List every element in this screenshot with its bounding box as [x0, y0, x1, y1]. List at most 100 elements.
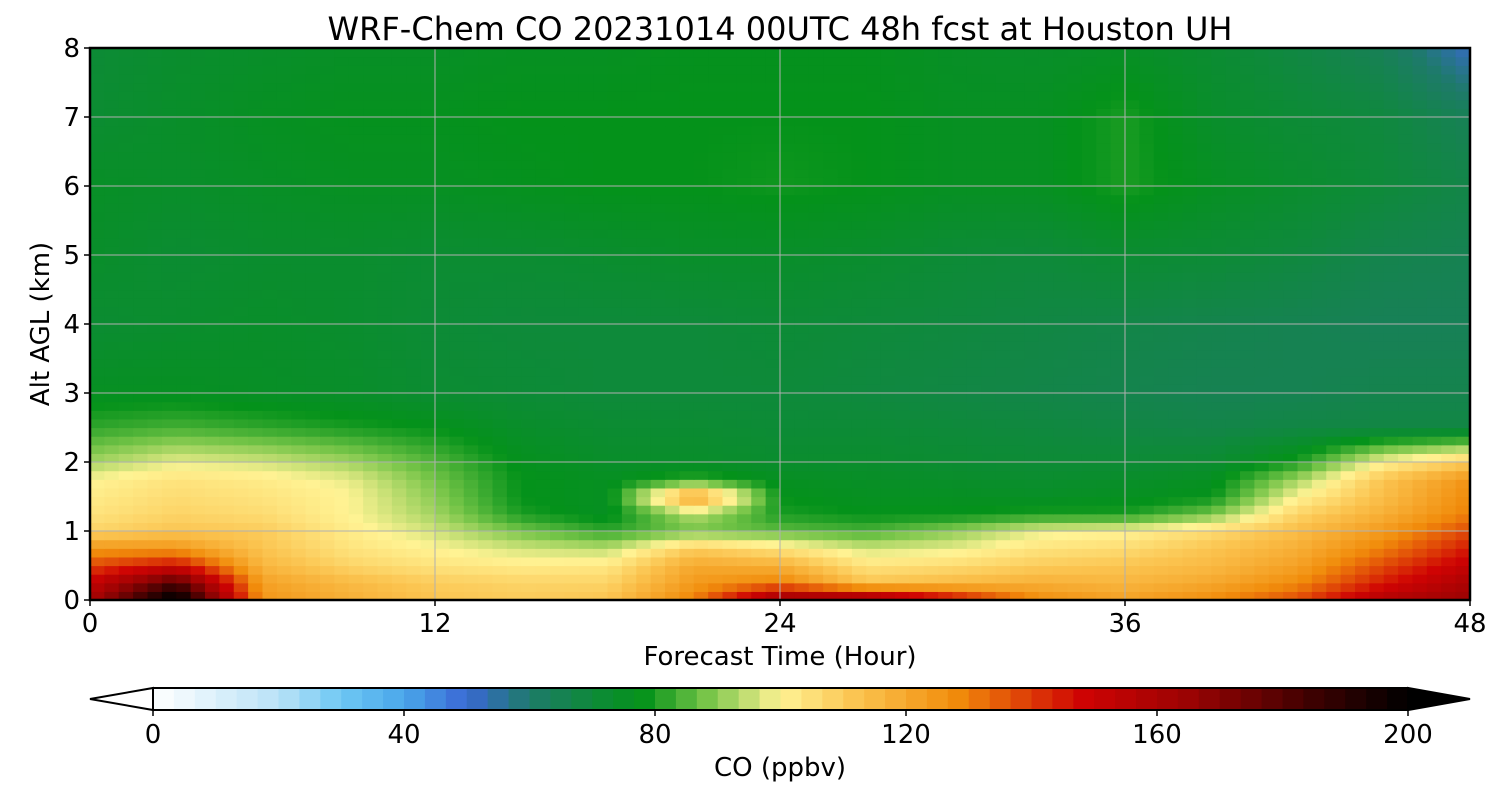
- heatmap-cell: [1038, 462, 1054, 472]
- heatmap-cell: [334, 539, 350, 549]
- heatmap-cell: [363, 591, 379, 601]
- heatmap-cell: [679, 367, 695, 377]
- heatmap-cell: [334, 574, 350, 584]
- heatmap-cell: [1441, 349, 1457, 360]
- heatmap-cell: [435, 289, 450, 299]
- heatmap-cell: [1110, 427, 1126, 437]
- heatmap-cell: [305, 272, 321, 282]
- heatmap-cell: [909, 384, 925, 394]
- heatmap-cell: [248, 358, 264, 368]
- heatmap-cell: [1426, 186, 1442, 196]
- heatmap-cell: [1196, 160, 1212, 170]
- heatmap-cell: [118, 384, 134, 394]
- heatmap-cell: [995, 462, 1011, 472]
- heatmap-cell: [550, 453, 565, 463]
- heatmap-cell: [952, 453, 968, 463]
- heatmap-cell: [90, 246, 105, 256]
- heatmap-cell: [823, 324, 839, 334]
- heatmap-cell: [909, 539, 925, 549]
- heatmap-cell: [851, 470, 867, 480]
- heatmap-cell: [808, 255, 824, 265]
- heatmap-cell: [219, 393, 235, 403]
- heatmap-cell: [593, 315, 609, 325]
- heatmap-cell: [435, 436, 450, 446]
- heatmap-cell: [1355, 453, 1370, 463]
- heatmap-cell: [1139, 211, 1155, 222]
- heatmap-cell: [1297, 272, 1313, 282]
- heatmap-cell: [463, 298, 479, 308]
- heatmap-cell: [449, 289, 465, 299]
- heatmap-cell: [1096, 211, 1112, 222]
- heatmap-cell: [866, 168, 882, 178]
- heatmap-cell: [1268, 401, 1284, 411]
- heatmap-cell: [1455, 349, 1471, 360]
- heatmap-cell: [550, 237, 565, 247]
- heatmap-cell: [1369, 367, 1385, 377]
- heatmap-cell: [1412, 177, 1428, 187]
- heatmap-cell: [981, 168, 997, 178]
- heatmap-cell: [506, 160, 522, 170]
- heatmap-cell: [981, 513, 997, 523]
- heatmap-cell: [1139, 591, 1155, 601]
- heatmap-cell: [1268, 539, 1284, 549]
- heatmap-cell: [765, 505, 781, 515]
- heatmap-cell: [535, 591, 551, 601]
- heatmap-cell: [708, 160, 724, 170]
- heatmap-cell: [981, 427, 997, 437]
- heatmap-cell: [1412, 168, 1428, 178]
- heatmap-cell: [665, 548, 680, 558]
- heatmap-cell: [621, 367, 637, 377]
- heatmap-cell: [564, 462, 580, 472]
- heatmap-cell: [794, 436, 810, 446]
- heatmap-cell: [118, 401, 134, 411]
- heatmap-cell: [693, 177, 709, 187]
- heatmap-cell: [923, 211, 939, 222]
- heatmap-cell: [1211, 160, 1227, 170]
- heatmap-cell: [981, 315, 997, 325]
- heatmap-cell: [1010, 539, 1025, 549]
- heatmap-cell: [1426, 548, 1442, 558]
- heatmap-cell: [895, 574, 910, 584]
- heatmap-cell: [320, 418, 335, 429]
- heatmap-cell: [391, 332, 407, 342]
- heatmap-cell: [1125, 505, 1140, 515]
- heatmap-cell: [981, 556, 997, 567]
- heatmap-cell: [780, 229, 795, 239]
- heatmap-cell: [837, 306, 853, 316]
- heatmap-cell: [593, 574, 609, 584]
- heatmap-cell: [190, 401, 206, 411]
- heatmap-cell: [133, 522, 149, 532]
- heatmap-cell: [1369, 582, 1385, 592]
- heatmap-cell: [981, 194, 997, 204]
- heatmap-cell: [1182, 496, 1198, 506]
- heatmap-cell: [636, 298, 652, 308]
- heatmap-cell: [1196, 220, 1212, 230]
- heatmap-cell: [161, 436, 177, 446]
- heatmap-cell: [1168, 332, 1184, 342]
- heatmap-cell: [564, 539, 580, 549]
- heatmap-cell: [564, 160, 580, 170]
- heatmap-cell: [348, 220, 364, 230]
- heatmap-cell: [506, 229, 522, 239]
- heatmap-cell: [866, 280, 882, 291]
- heatmap-cell: [722, 565, 738, 575]
- heatmap-cell: [837, 375, 853, 385]
- heatmap-cell: [377, 453, 393, 463]
- heatmap-cell: [1441, 384, 1457, 394]
- heatmap-cell: [1326, 582, 1342, 592]
- heatmap-cell: [1182, 246, 1198, 256]
- heatmap-cell: [420, 358, 436, 368]
- heatmap-cell: [1081, 375, 1097, 385]
- heatmap-cell: [909, 556, 925, 567]
- heatmap-cell: [1355, 229, 1370, 239]
- heatmap-cell: [550, 393, 565, 403]
- heatmap-cell: [1067, 496, 1083, 506]
- heatmap-cell: [1081, 436, 1097, 446]
- heatmap-cell: [621, 220, 637, 230]
- heatmap-cell: [1283, 556, 1299, 567]
- heatmap-cell: [463, 280, 479, 291]
- heatmap-cell: [161, 496, 177, 506]
- heatmap-cell: [1268, 453, 1284, 463]
- heatmap-cell: [693, 220, 709, 230]
- heatmap-cell: [851, 444, 867, 454]
